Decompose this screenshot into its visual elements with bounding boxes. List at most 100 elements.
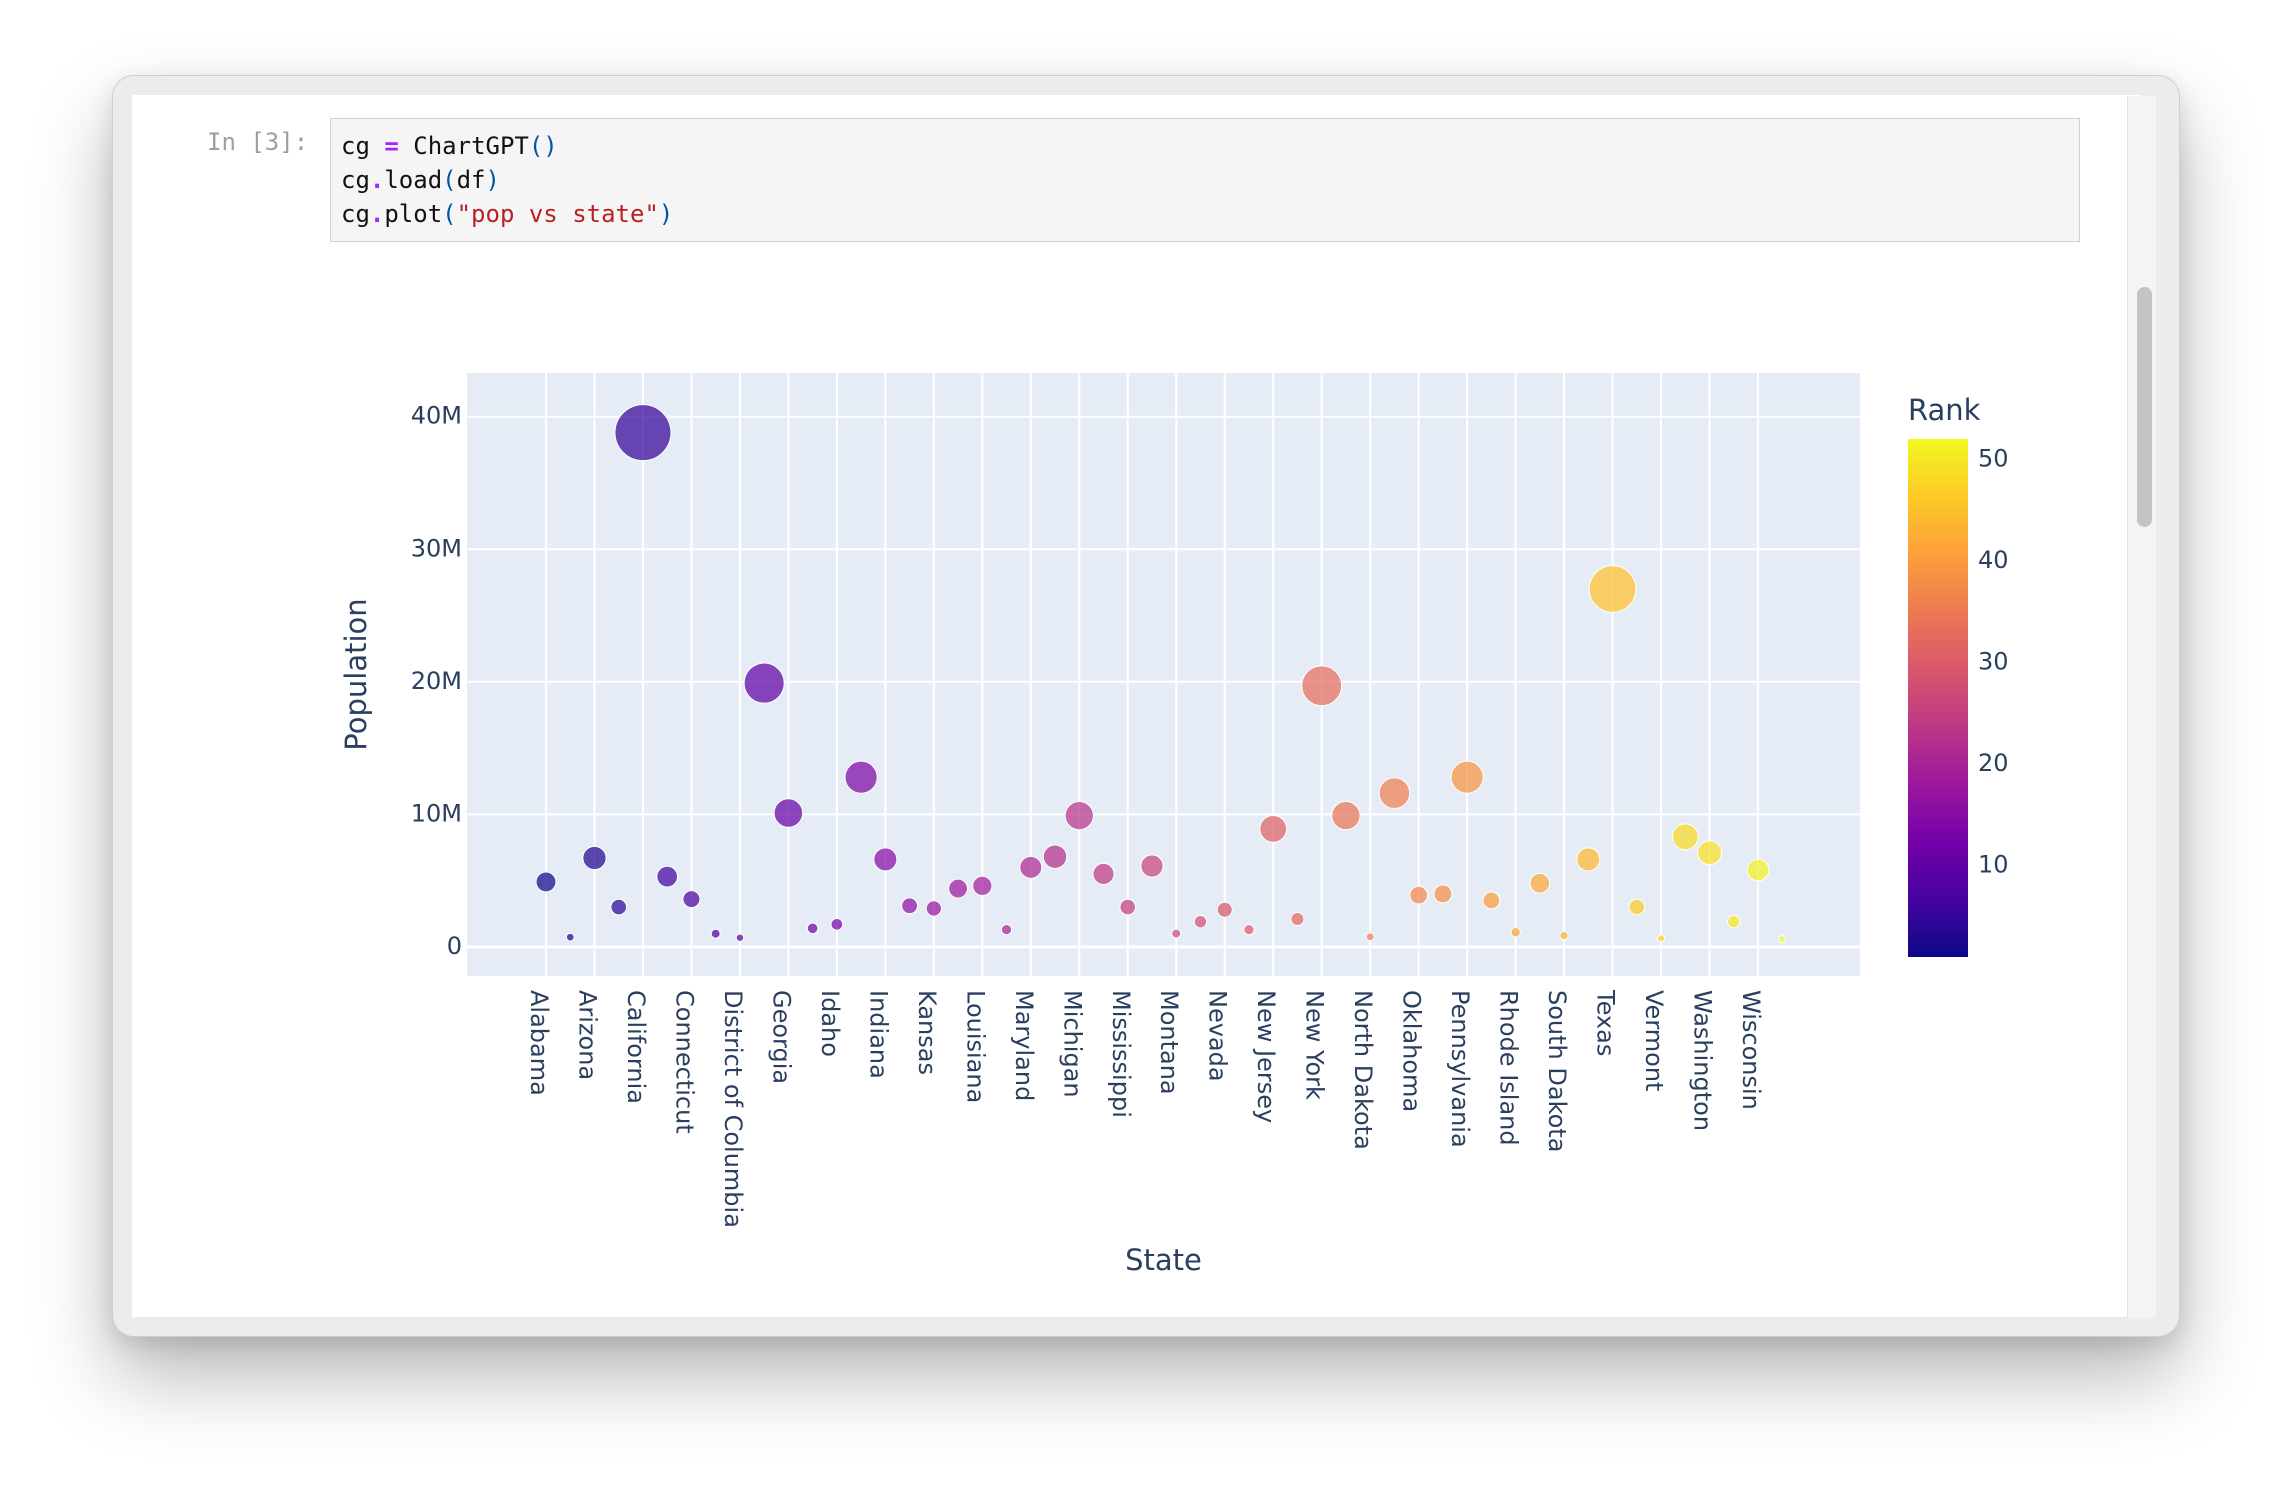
data-point[interactable]: [1331, 800, 1361, 831]
x-tick-label: Connecticut: [670, 990, 698, 1134]
y-axis-label: Population: [339, 598, 373, 750]
x-axis-label: State: [1125, 1243, 1202, 1277]
data-point[interactable]: [901, 897, 919, 915]
data-point[interactable]: [735, 933, 745, 942]
x-tick-label: South Dakota: [1543, 990, 1571, 1152]
code-token: (: [442, 166, 457, 194]
data-point[interactable]: [1588, 565, 1637, 613]
data-point[interactable]: [1193, 914, 1208, 929]
x-tick-label: Rhode Island: [1495, 990, 1523, 1146]
code-line-2: cg.load(df): [341, 163, 2069, 197]
data-point[interactable]: [1746, 858, 1770, 882]
colorbar-tick-label: 50: [1978, 444, 2009, 472]
data-point[interactable]: [1671, 823, 1699, 851]
data-point[interactable]: [873, 847, 898, 872]
x-tick-label: Oklahoma: [1398, 990, 1426, 1112]
colorbar-ticks: 10 20 30 40 50: [1978, 444, 2009, 878]
data-point[interactable]: [972, 875, 993, 897]
colorbar-tick-label: 20: [1978, 749, 2009, 777]
data-point[interactable]: [844, 760, 878, 794]
y-tick-label: 10M: [411, 799, 462, 827]
x-tick-label: Montana: [1155, 990, 1183, 1095]
data-point[interactable]: [1301, 665, 1343, 707]
data-point[interactable]: [1042, 844, 1068, 869]
data-point[interactable]: [1378, 777, 1411, 809]
colorbar: [1908, 439, 1968, 957]
code-token: ): [485, 166, 500, 194]
data-point[interactable]: [1019, 855, 1043, 879]
data-point[interactable]: [565, 932, 575, 942]
y-tick-label: 0: [447, 932, 462, 960]
code-token: (): [528, 132, 558, 160]
x-tick-label: Arizona: [573, 990, 601, 1080]
plot-background: [467, 373, 1860, 976]
scrollbar-thumb[interactable]: [2137, 287, 2152, 527]
data-point[interactable]: [535, 871, 557, 893]
data-point[interactable]: [1450, 760, 1484, 794]
data-points: [535, 404, 1787, 943]
code-token: .: [369, 166, 385, 194]
data-point[interactable]: [1576, 847, 1601, 872]
data-point[interactable]: [1119, 898, 1137, 916]
x-tick-label: Nevada: [1204, 990, 1232, 1082]
code-token: plot: [384, 200, 443, 228]
data-point[interactable]: [806, 922, 819, 935]
data-point[interactable]: [948, 878, 969, 899]
data-point[interactable]: [1628, 898, 1646, 916]
x-tick-label: Wisconsin: [1737, 990, 1765, 1110]
code-token: cg: [341, 200, 370, 228]
x-tick-label: Mississippi: [1107, 990, 1135, 1118]
data-point[interactable]: [743, 662, 785, 704]
code-line-3: cg.plot("pop vs state"): [341, 197, 2069, 231]
data-point[interactable]: [610, 898, 628, 916]
data-point[interactable]: [1529, 872, 1551, 894]
data-point[interactable]: [1290, 911, 1305, 927]
data-point[interactable]: [1259, 814, 1288, 843]
data-point[interactable]: [1510, 927, 1521, 938]
x-tick-label: Kansas: [913, 990, 941, 1075]
data-point[interactable]: [1243, 923, 1255, 936]
cell-prompt: In [3]:: [207, 128, 309, 156]
y-tick-label: 20M: [411, 667, 462, 695]
x-axis-ticks: Alabama Arizona California Connecticut Distr…: [525, 989, 1765, 1228]
colorbar-title: Rank: [1908, 393, 1981, 427]
data-point[interactable]: [1064, 800, 1094, 831]
data-point[interactable]: [682, 890, 701, 909]
x-tick-label: Louisiana: [961, 990, 989, 1103]
code-token: "pop vs state": [456, 200, 659, 228]
data-point[interactable]: [656, 865, 679, 888]
data-point[interactable]: [1433, 884, 1453, 904]
code-line-1: cg = ChartGPT(): [341, 129, 2069, 163]
data-point[interactable]: [710, 928, 721, 939]
data-point[interactable]: [1482, 891, 1501, 910]
colorbar-tick-label: 30: [1978, 647, 2009, 675]
data-point[interactable]: [1409, 885, 1429, 905]
data-point[interactable]: [1140, 854, 1164, 878]
data-point[interactable]: [1778, 935, 1787, 943]
data-point[interactable]: [830, 917, 844, 931]
data-point[interactable]: [1171, 928, 1182, 939]
data-point[interactable]: [1697, 840, 1722, 866]
data-point[interactable]: [925, 900, 942, 917]
code-token: cg: [341, 132, 370, 160]
code-token: =: [384, 132, 399, 160]
data-point[interactable]: [582, 845, 607, 871]
data-point[interactable]: [1092, 862, 1115, 885]
data-point[interactable]: [1656, 934, 1666, 943]
code-token: (: [442, 200, 457, 228]
data-point[interactable]: [1727, 914, 1741, 929]
code-token: .: [369, 200, 385, 228]
code-token: load: [384, 166, 443, 194]
data-point[interactable]: [614, 404, 672, 462]
code-cell[interactable]: cg = ChartGPT() cg.load(df) cg.plot("pop…: [330, 118, 2080, 242]
x-tick-label: Washington: [1689, 990, 1717, 1131]
data-point[interactable]: [1559, 930, 1569, 941]
data-point[interactable]: [1216, 901, 1233, 918]
data-point[interactable]: [1365, 932, 1375, 942]
grid-lines: [467, 373, 1860, 976]
y-tick-label: 30M: [411, 534, 462, 562]
data-point[interactable]: [773, 798, 804, 828]
code-token: ): [658, 200, 674, 228]
data-point[interactable]: [1000, 923, 1013, 936]
